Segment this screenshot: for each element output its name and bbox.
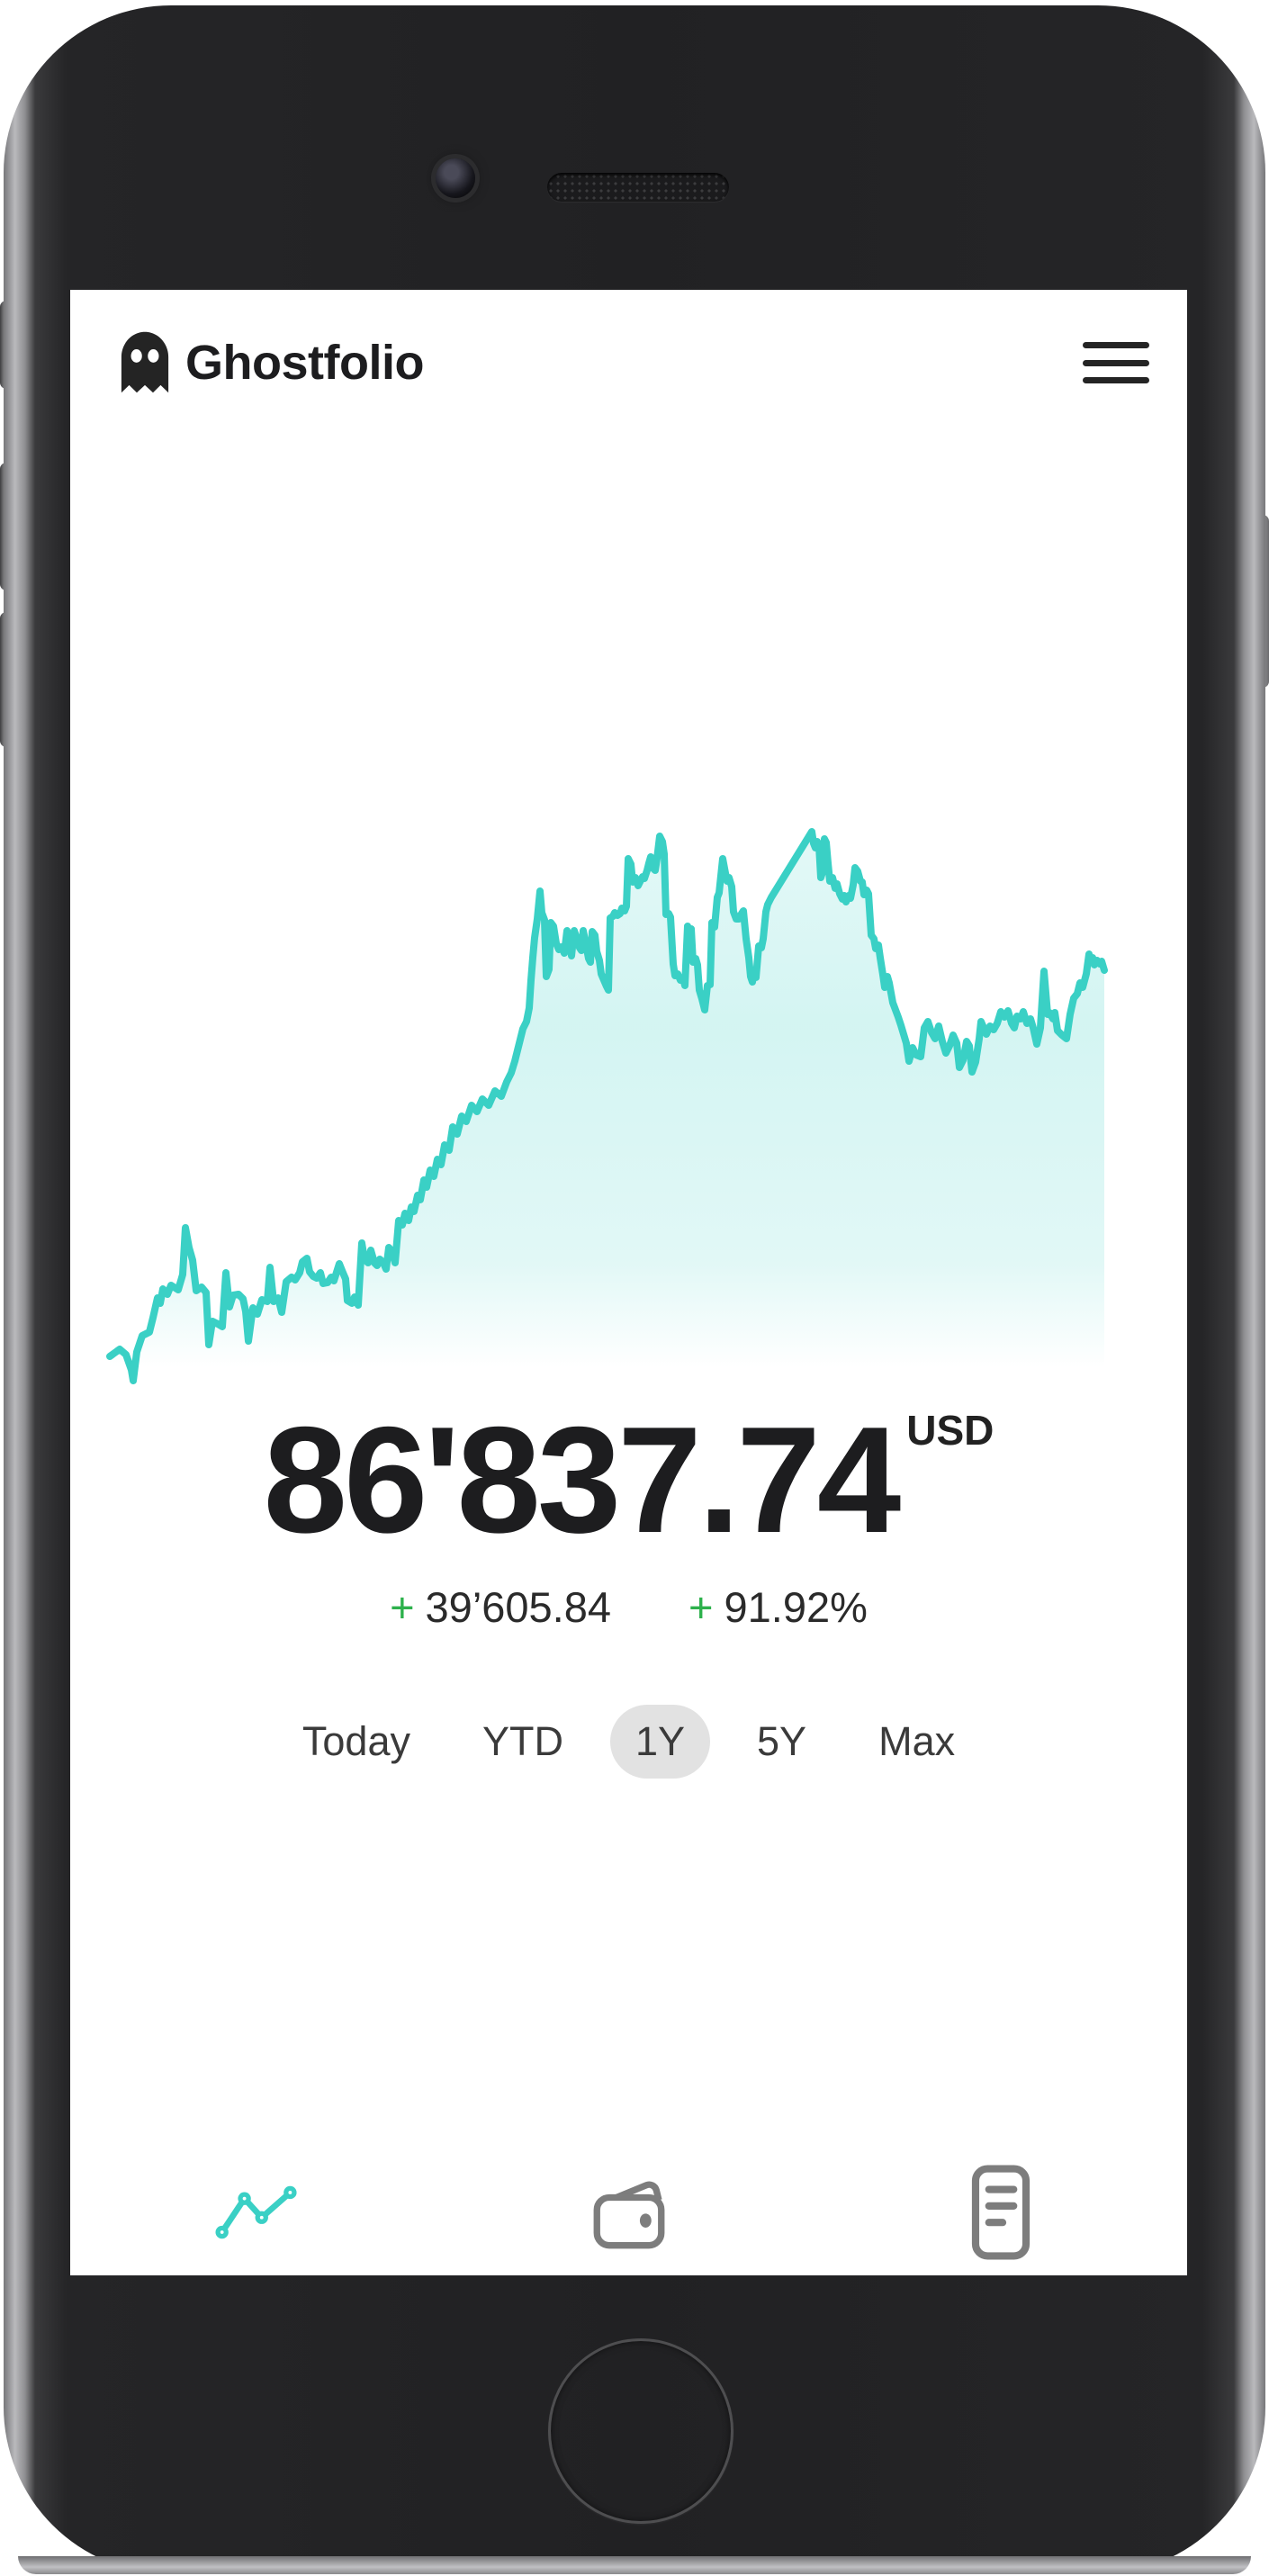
plus-icon: + (390, 1583, 415, 1631)
bottom-nav (70, 2149, 1187, 2275)
range-button-5y[interactable]: 5Y (757, 1718, 807, 1764)
nav-item-overview[interactable] (70, 2149, 443, 2275)
chart-area (110, 832, 1104, 1384)
app-screen: Ghostfolio 86'837.74 USD +39’605.84 +91.9… (70, 290, 1187, 2275)
range-button-max[interactable]: Max (878, 1718, 956, 1764)
range-button-ytd[interactable]: YTD (482, 1718, 563, 1764)
nav-item-transactions[interactable] (814, 2149, 1187, 2275)
ghost-icon (121, 331, 169, 393)
nav-item-accounts[interactable] (443, 2149, 815, 2275)
range-button-today[interactable]: Today (302, 1718, 410, 1764)
chart-line (106, 828, 1108, 1384)
total-value: 86'837.74 (263, 1395, 902, 1564)
change-row: +39’605.84 +91.92% (70, 1584, 1187, 1631)
plus-icon: + (688, 1583, 714, 1631)
change-percent-value: 91.92% (724, 1583, 868, 1631)
performance-chart[interactable] (97, 812, 1111, 1384)
earpiece-speaker (547, 173, 729, 202)
document-list-icon (972, 2165, 1030, 2260)
line-chart-icon (215, 2185, 297, 2239)
range-selector: Today YTD 1Y 5Y Max (70, 1705, 1187, 1779)
currency-label: USD (906, 1407, 994, 1454)
home-button (548, 2338, 734, 2524)
range-button-1y[interactable]: 1Y (609, 1705, 711, 1779)
change-absolute-value: 39’605.84 (425, 1583, 612, 1631)
front-camera (436, 158, 475, 198)
change-percent: +91.92% (688, 1584, 868, 1631)
hamburger-menu-icon[interactable] (1083, 342, 1149, 383)
app-header: Ghostfolio (119, 324, 1149, 401)
change-absolute: +39’605.84 (390, 1584, 611, 1631)
portfolio-value-row: 86'837.74 USD (70, 1404, 1187, 1555)
wallet-icon (593, 2181, 664, 2249)
page-title: Ghostfolio (185, 336, 424, 390)
